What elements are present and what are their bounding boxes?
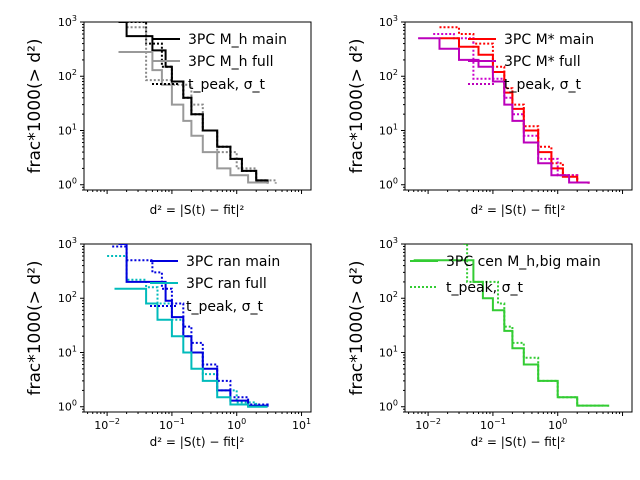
y-tick-label: 100 [58, 177, 77, 192]
y-tick-label: 101 [379, 344, 398, 359]
panel-bottom-left-axes: 10−2 10−1 100 101 100 101 102 103 [58, 236, 311, 432]
xlabel-top-left: d² = |S(t) − fit|² [150, 203, 245, 217]
legend-top-right: 3PC M* main 3PC M* full t_peak, σ_t [468, 32, 594, 93]
series-line-2 [118, 22, 269, 184]
series-line-0 [439, 26, 590, 184]
legend-label-mh-full: 3PC M_h full [188, 54, 274, 70]
legend-label-tpeak: t_peak, σ_t [188, 77, 265, 93]
y-tick-label: 101 [379, 122, 398, 137]
x-tick-label: 101 [292, 417, 311, 432]
panel-top-left-axes: 100 101 102 103 [58, 14, 303, 194]
y-tick-label: 103 [58, 236, 77, 251]
legend-label-mstar-full: 3PC M* full [504, 54, 581, 70]
series-line-1 [413, 259, 610, 407]
y-tick-label: 102 [379, 290, 398, 305]
legend-bottom-left: 3PC ran main 3PC ran full t_peak, σ_t [150, 254, 280, 315]
y-tick-label: 102 [58, 290, 77, 305]
panel-bottom-right-axes: 10−2 10−1 100 100 101 102 103 [379, 236, 624, 432]
series-line-2 [118, 244, 269, 407]
legend-top-left: 3PC M_h main 3PC M_h full t_peak, σ_t [152, 32, 287, 93]
legend-label-tpeak: t_peak, σ_t [504, 77, 581, 93]
ylabel-bottom-right: frac*1000(> d²) [347, 260, 367, 395]
x-tick-label: 100 [548, 417, 567, 432]
panel-top-right-axes: 100 101 102 103 [379, 14, 624, 194]
series-line-2 [439, 37, 590, 184]
panel-top-left-series [118, 22, 277, 184]
x-tick-label: 10−1 [159, 417, 185, 432]
y-tick-label: 102 [58, 68, 77, 83]
y-tick-label: 100 [379, 399, 398, 414]
series-line-1 [126, 26, 277, 184]
xlabel-bottom-right: d² = |S(t) − fit|² [471, 435, 566, 449]
x-tick-label: 10−2 [94, 417, 120, 432]
series-line-3 [118, 51, 269, 184]
y-tick-label: 103 [379, 236, 398, 251]
panel-bottom-left-series [107, 244, 269, 408]
xlabel-bottom-left: d² = |S(t) − fit|² [150, 435, 245, 449]
y-tick-label: 101 [58, 122, 77, 137]
x-tick-label: 10−1 [480, 417, 506, 432]
y-tick-label: 102 [379, 68, 398, 83]
legend-label-mstar-main: 3PC M* main [504, 32, 594, 48]
ylabel-bottom-left: frac*1000(> d²) [25, 260, 45, 395]
legend-label-ran-full: 3PC ran full [186, 276, 267, 292]
series-line-0 [463, 244, 604, 407]
x-tick-label: 10−2 [415, 417, 441, 432]
legend-label-cen-main: 3PC cen M_h,big main [446, 254, 601, 270]
ylabel-top-left: frac*1000(> d²) [25, 38, 45, 173]
x-tick-label: 100 [227, 417, 246, 432]
panel-top-left-frame [83, 21, 312, 191]
legend-label-tpeak: t_peak, σ_t [446, 280, 523, 296]
panel-bottom-left-frame [83, 243, 312, 413]
y-tick-label: 100 [58, 399, 77, 414]
legend-label-tpeak: t_peak, σ_t [186, 299, 263, 315]
legend-label-mh-main: 3PC M_h main [188, 32, 287, 48]
panel-bottom-right-series [413, 244, 610, 407]
legend-label-ran-main: 3PC ran main [186, 254, 280, 270]
xlabel-top-right: d² = |S(t) − fit|² [471, 203, 566, 217]
series-line-3 [418, 37, 590, 184]
y-tick-label: 100 [379, 177, 398, 192]
panel-bottom-right-frame [404, 243, 633, 413]
series-line-0 [112, 245, 269, 406]
panel-top-right-series [418, 26, 590, 184]
y-tick-label: 101 [58, 344, 77, 359]
ylabel-top-right: frac*1000(> d²) [347, 38, 367, 173]
legend-bottom-right: 3PC cen M_h,big main t_peak, σ_t [410, 254, 601, 296]
y-tick-label: 103 [58, 14, 77, 29]
y-tick-label: 103 [379, 14, 398, 29]
series-line-3 [114, 287, 268, 408]
panel-top-right-frame [404, 21, 633, 191]
